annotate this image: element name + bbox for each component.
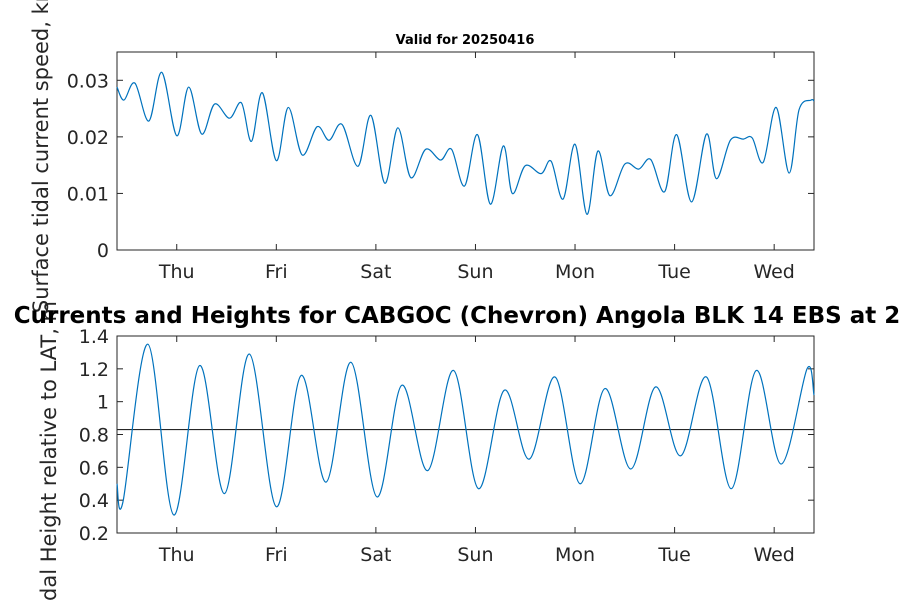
tidal-height-x-tick-label: Tue xyxy=(657,544,690,566)
tidal-height-y-tick-label: 0.2 xyxy=(79,523,109,545)
current-speed-x-ticks: Thu Fri Sat Sun Mon Tue Wed xyxy=(158,52,795,283)
tidal-height-y-tick-label: 1.2 xyxy=(79,359,109,381)
tidal-height-y-label: Tidal Height relative to LAT, m xyxy=(37,301,61,600)
tidal-height-title: Currents and Heights for CABGOC (Chevron… xyxy=(14,303,900,329)
current-speed-y-tick-label: 0.02 xyxy=(67,127,109,149)
current-speed-axes xyxy=(116,51,815,251)
tidal-height-x-tick-label: Sat xyxy=(360,544,391,566)
current-speed-y-tick-label: 0 xyxy=(97,240,109,262)
tidal-height-x-ticks: Thu Fri Sat Sun Mon Tue Wed xyxy=(158,336,795,566)
current-speed-x-tick-label: Fri xyxy=(265,261,288,283)
tidal-height-y-ticks: 0.2 0.4 0.6 0.8 1 1.2 1.4 xyxy=(79,326,814,545)
tidal-height-y-tick-label: 0.8 xyxy=(79,425,109,447)
current-speed-y-ticks: 0 0.01 0.02 0.03 xyxy=(67,70,814,262)
current-speed-title: Valid for 20250416 xyxy=(396,33,535,48)
tidal-height-y-tick-label: 0.4 xyxy=(79,490,109,512)
tidal-height-y-tick-label: 1 xyxy=(97,392,109,414)
current-speed-x-tick-label: Mon xyxy=(555,261,595,283)
current-speed-panel: 0 0.01 0.02 0.03 Thu Fri Sat Sun Mon Tue Wed Vali… xyxy=(29,0,815,313)
tidal-height-line xyxy=(116,343,815,516)
tidal-height-x-tick-label: Thu xyxy=(158,544,195,566)
current-speed-line xyxy=(116,71,815,215)
current-speed-x-tick-label: Sat xyxy=(360,261,391,283)
current-speed-x-tick-label: Wed xyxy=(753,261,794,283)
tidal-height-panel: 0.2 0.4 0.6 0.8 1 1.2 1.4 Thu Fri Sat Sun Mon Tue We… xyxy=(14,301,900,600)
tidal-height-x-tick-label: Fri xyxy=(265,544,288,566)
current-speed-x-tick-label: Sun xyxy=(457,261,493,283)
tidal-height-x-tick-label: Sun xyxy=(457,544,493,566)
tidal-height-y-tick-label: 1.4 xyxy=(79,326,109,348)
tidal-height-x-tick-label: Wed xyxy=(753,544,794,566)
tidal-height-axes xyxy=(116,335,815,534)
tidal-height-y-tick-label: 0.6 xyxy=(79,457,109,479)
tidal-height-x-tick-label: Mon xyxy=(555,544,595,566)
current-speed-y-label: Surface tidal current speed, kn xyxy=(29,0,53,313)
current-speed-x-tick-label: Tue xyxy=(657,261,690,283)
current-speed-y-tick-label: 0.03 xyxy=(67,70,109,92)
current-speed-y-tick-label: 0.01 xyxy=(67,183,109,205)
current-speed-x-tick-label: Thu xyxy=(158,261,195,283)
